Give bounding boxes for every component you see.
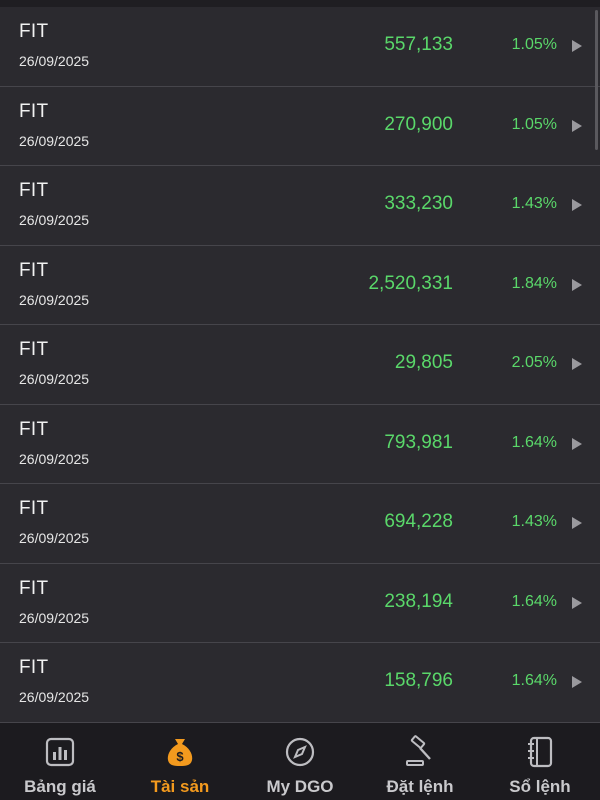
- date: 26/09/2025: [19, 53, 90, 69]
- tab-dat-lenh[interactable]: Đặt lệnh: [360, 723, 480, 800]
- tab-label: Bảng giá: [24, 777, 96, 796]
- play-arrow-icon[interactable]: [572, 119, 582, 132]
- date: 26/09/2025: [19, 291, 90, 308]
- percent: 2.05%: [511, 354, 557, 371]
- tab-tai-san[interactable]: $ Tài sản: [120, 723, 240, 800]
- symbol: FIT: [19, 418, 49, 440]
- list-item[interactable]: FIT 26/09/2025 694,228 1.43%: [0, 484, 600, 564]
- chart-bars-icon: [45, 737, 75, 767]
- list-item[interactable]: FIT 26/09/2025 793,981 1.64%: [0, 404, 600, 484]
- play-arrow-icon[interactable]: [572, 676, 582, 688]
- scrollbar[interactable]: [595, 10, 598, 150]
- percent: 1.64%: [511, 592, 557, 610]
- bottom-tab-bar: Bảng giá $ Tài sản My DGO Đặt lệnh: [0, 723, 600, 800]
- tab-bang-gia[interactable]: Bảng giá: [0, 723, 120, 800]
- play-arrow-icon[interactable]: [572, 40, 582, 52]
- amount: 270,900: [384, 113, 453, 135]
- percent: 1.43%: [511, 513, 557, 530]
- tab-label: Đặt lệnh: [386, 777, 454, 796]
- tab-label: Sổ lệnh: [509, 777, 571, 796]
- play-arrow-icon[interactable]: [572, 437, 582, 450]
- symbol: FIT: [19, 100, 49, 122]
- play-arrow-icon[interactable]: [572, 278, 582, 291]
- percent: 1.05%: [511, 36, 557, 53]
- money-bag-icon: $: [167, 739, 193, 766]
- amount: 557,133: [384, 34, 453, 55]
- amount: 29,805: [394, 352, 453, 373]
- play-arrow-icon[interactable]: [572, 596, 582, 609]
- compass-icon: [285, 737, 315, 767]
- date: 26/09/2025: [19, 371, 90, 387]
- amount: 158,796: [384, 670, 453, 691]
- symbol: FIT: [19, 21, 49, 42]
- symbol: FIT: [19, 339, 49, 360]
- gavel-icon: [406, 735, 431, 766]
- date: 26/09/2025: [19, 530, 90, 546]
- date: 26/09/2025: [19, 689, 90, 705]
- date: 26/09/2025: [19, 132, 90, 149]
- amount: 694,228: [384, 511, 453, 532]
- list-item[interactable]: FIT 26/09/2025 2,520,331 1.84%: [0, 245, 600, 325]
- amount: 333,230: [384, 193, 453, 214]
- top-bar: [0, 0, 600, 7]
- play-arrow-icon[interactable]: [572, 358, 582, 370]
- date: 26/09/2025: [19, 609, 90, 626]
- list-item[interactable]: FIT 26/09/2025 238,194 1.64%: [0, 563, 600, 643]
- list-item[interactable]: FIT 26/09/2025 333,230 1.43%: [0, 166, 600, 246]
- list-item[interactable]: FIT 26/09/2025 29,805 2.05%: [0, 325, 600, 405]
- list-item[interactable]: FIT 26/09/2025 270,900 1.05%: [0, 86, 600, 166]
- tab-label: My DGO: [266, 777, 334, 796]
- percent: 1.64%: [511, 433, 557, 451]
- amount: 2,520,331: [368, 272, 453, 294]
- percent: 1.64%: [511, 672, 557, 689]
- percent: 1.05%: [511, 115, 557, 133]
- transaction-list[interactable]: FIT 26/09/2025 557,133 1.05% FIT 26/09/2…: [0, 7, 600, 723]
- svg-text:$: $: [176, 749, 184, 764]
- percent: 1.43%: [511, 195, 557, 212]
- symbol: FIT: [19, 180, 49, 201]
- symbol: FIT: [19, 657, 49, 678]
- notebook-icon: [528, 736, 553, 768]
- list-item[interactable]: FIT 26/09/2025 158,796 1.64%: [0, 643, 600, 723]
- symbol: FIT: [19, 498, 49, 519]
- date: 26/09/2025: [19, 450, 90, 467]
- tab-label: Tài sản: [150, 777, 210, 796]
- date: 26/09/2025: [19, 212, 90, 228]
- play-arrow-icon[interactable]: [572, 517, 582, 529]
- tab-so-lenh[interactable]: Sổ lệnh: [480, 723, 600, 800]
- play-arrow-icon[interactable]: [572, 199, 582, 211]
- tab-my-dgo[interactable]: My DGO: [240, 723, 360, 800]
- percent: 1.84%: [511, 274, 557, 292]
- symbol: FIT: [19, 577, 49, 599]
- symbol: FIT: [19, 259, 49, 281]
- amount: 793,981: [384, 431, 453, 453]
- amount: 238,194: [384, 590, 453, 612]
- list-item[interactable]: FIT 26/09/2025 557,133 1.05%: [0, 7, 600, 87]
